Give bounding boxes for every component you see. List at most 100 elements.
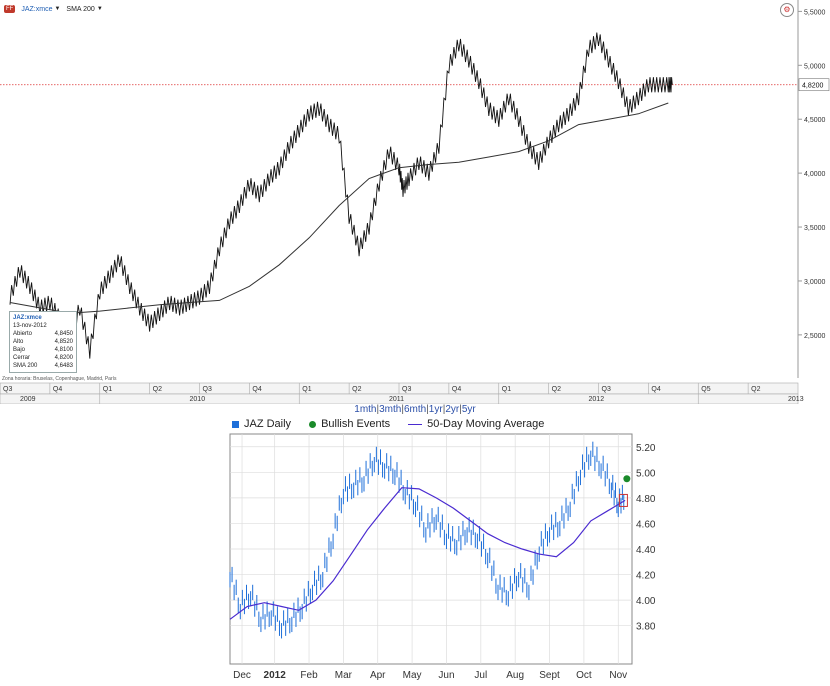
- period-link-1mth[interactable]: 1mth: [354, 404, 377, 415]
- quarter-label: Q3: [3, 386, 12, 393]
- quarter-label: Q3: [602, 386, 611, 393]
- line-icon: [408, 423, 423, 425]
- sma-200-line: [9, 102, 669, 314]
- last-value-box: [798, 78, 830, 92]
- y-tick-label: 2,5000: [804, 333, 826, 340]
- info-value: 4,8520: [54, 339, 73, 345]
- y-tick-label: 5.20: [636, 443, 656, 454]
- period-link-6mth[interactable]: 6mth: [403, 404, 427, 415]
- legend-item: JAZ Daily: [232, 418, 291, 430]
- period-link-2yr[interactable]: 2yr: [445, 404, 460, 415]
- info-row: Abierto 4,8450: [13, 330, 73, 338]
- info-value: 4,8100: [54, 347, 73, 353]
- info-label: Alto: [13, 339, 24, 345]
- separator: |: [442, 404, 446, 415]
- indicator-selector[interactable]: SMA 200 ▼: [66, 6, 102, 13]
- symbol-selector[interactable]: JAZ:xmce ▼: [21, 6, 60, 13]
- legend-item: Bullish Events: [309, 418, 390, 430]
- info-value: 4,8450: [54, 331, 73, 337]
- period-link-3mth[interactable]: 3mth: [379, 404, 402, 415]
- quarter-label: Q4: [651, 386, 660, 393]
- legend-label: 50-Day Moving Average: [427, 418, 545, 430]
- period-link-5yr[interactable]: 5yr: [461, 404, 476, 415]
- info-row: SMA 200 4,6483: [13, 362, 73, 370]
- info-value: 4,6483: [54, 363, 73, 369]
- x-tick-label: May: [403, 670, 422, 681]
- separator: |: [401, 404, 404, 415]
- x-tick-label: Aug: [506, 670, 524, 681]
- year-label: 2009: [20, 396, 36, 403]
- indicator-label: SMA 200: [66, 5, 95, 13]
- y-tick-label: 5,0000: [804, 63, 826, 70]
- separator: |: [459, 404, 462, 415]
- quarter-label: Q5: [701, 386, 710, 393]
- quarter-label: Q2: [751, 386, 760, 393]
- quarter-label: Q4: [252, 386, 261, 393]
- y-tick-label: 4,0000: [804, 171, 826, 178]
- price-chart-svg: 5,5000 5,0000 4,5000 4,0000 3,5000 3,0000 2,50…: [0, 0, 830, 404]
- chevron-down-icon: ▼: [54, 6, 61, 12]
- x-tick-label: 2012: [264, 670, 287, 681]
- last-price-marker: [618, 493, 628, 507]
- y-tick-label: 4.60: [636, 519, 656, 530]
- x-tick-label: Jul: [474, 670, 487, 681]
- x-tick-label: Nov: [609, 670, 627, 681]
- quarter-label: Q3: [402, 386, 411, 393]
- info-value: 4,8200: [54, 355, 73, 361]
- chevron-down-icon: ▼: [96, 6, 103, 12]
- info-label: Cerrar: [13, 355, 31, 361]
- y-tick-label: 4.20: [636, 571, 656, 582]
- info-label: Abierto: [13, 331, 33, 337]
- info-label: Bajo: [13, 347, 26, 353]
- bullish-event-marker: [623, 475, 631, 483]
- y-tick-label: 3.80: [636, 622, 656, 633]
- legend-item: 50-Day Moving Average: [408, 418, 544, 430]
- info-row: Cerrar 4,8200: [13, 354, 73, 362]
- y-tick-label: 5.00: [636, 468, 656, 479]
- settings-icon[interactable]: ⚙: [780, 3, 794, 17]
- square-icon: [232, 420, 239, 428]
- quarter-label: Q2: [153, 386, 162, 393]
- x-tick-label: Apr: [370, 670, 386, 681]
- year-label: 2011: [389, 396, 404, 403]
- exchange-badge: FF: [4, 5, 16, 13]
- x-tick-label: Dec: [233, 670, 251, 681]
- plot-area: [229, 433, 633, 665]
- period-selector: 1mth|3mth|6mth|1yr|2yr|5yr: [0, 404, 830, 415]
- x-tick-label: Feb: [300, 670, 318, 681]
- quarter-label: Q1: [302, 386, 311, 393]
- y-tick-label: 5,5000: [804, 9, 826, 16]
- x-tick-label: Jun: [438, 670, 454, 681]
- quarter-label: Q1: [502, 386, 511, 393]
- info-row: Alto 4,8520: [13, 338, 73, 346]
- dot-icon: [309, 420, 317, 428]
- info-label: SMA 200: [13, 363, 38, 369]
- separator: |: [426, 404, 429, 415]
- quarter-label: Q1: [103, 386, 112, 393]
- y-tick-label: 4,5000: [804, 117, 826, 124]
- y-tick-label: 3,5000: [804, 225, 826, 232]
- bottom-chart-legend: JAZ Daily Bullish Events 50-Day Moving A…: [232, 418, 544, 430]
- year-label: 2010: [190, 396, 206, 403]
- symbol-label: JAZ:xmce: [21, 5, 53, 13]
- quarter-label: Q2: [552, 386, 561, 393]
- year-label: 2013: [788, 396, 804, 403]
- info-row: Bajo 4,8100: [13, 346, 73, 354]
- quarter-label: Q4: [53, 386, 62, 393]
- legend-label: JAZ Daily: [244, 418, 292, 430]
- y-tick-label: 4.40: [636, 545, 656, 556]
- y-tick-label: 3,0000: [804, 279, 826, 286]
- y-tick-label: 4.00: [636, 596, 656, 607]
- x-tick-label: Oct: [576, 670, 592, 681]
- last-value-label: 4,8200: [802, 83, 824, 90]
- legend-label: Bullish Events: [321, 418, 391, 430]
- y-tick-label: 4.80: [636, 494, 656, 505]
- timezone-note: Zona horaria: Bruselas, Copenhague, Madr…: [2, 376, 117, 382]
- x-tick-label: Sept: [539, 670, 560, 681]
- chart-toolbar: FF JAZ:xmce ▼ SMA 200 ▼: [0, 0, 103, 18]
- info-date: 13-nov-2012: [13, 323, 47, 329]
- top-chart-panel: FF JAZ:xmce ▼ SMA 200 ▼ ⚙ 5,5000 5,0000 4,50…: [0, 0, 830, 404]
- quarter-label: Q3: [203, 386, 212, 393]
- period-link-1yr[interactable]: 1yr: [428, 404, 443, 415]
- ohlc-info-box: JAZ:xmce 13-nov-2012 Abierto 4,8450 Alto 4…: [9, 311, 77, 373]
